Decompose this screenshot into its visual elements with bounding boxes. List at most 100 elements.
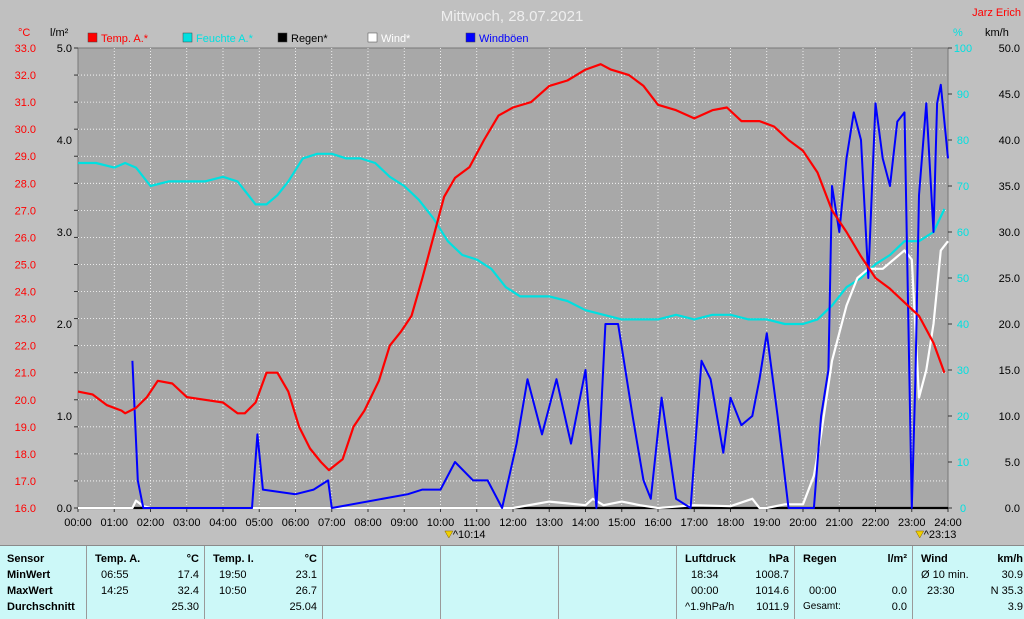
stats-temp-a-unit: °C xyxy=(186,553,199,565)
stats-row-label-avg: Durchschnitt xyxy=(7,601,75,613)
stats-rain-header: Regen xyxy=(803,553,837,565)
wind-tick-label: 5.0 xyxy=(1005,457,1020,469)
stats-temp-a-max-time: 14:25 xyxy=(101,585,129,597)
x-tick-label: 16:00 xyxy=(644,517,672,529)
stats-pressure-min: 1008.7 xyxy=(755,569,789,581)
grid-lines xyxy=(78,48,948,508)
stats-temp-i-header: Temp. I. xyxy=(213,553,254,565)
temp-tick-label: 16.0 xyxy=(15,503,36,515)
stats-rain-total-label: Gesamt: xyxy=(803,601,841,612)
stats-sensor-column: Sensor MinWert MaxWert Durchschnitt xyxy=(0,546,86,619)
legend-label: Windböen xyxy=(479,33,529,45)
legend-swatch xyxy=(277,32,288,43)
humidity-tick-label: 60 xyxy=(957,227,969,239)
stats-temp-a-header: Temp. A. xyxy=(95,553,141,565)
humidity-tick-label: 0 xyxy=(960,503,966,515)
stats-temp-i-min: 23.1 xyxy=(295,569,317,581)
temp-tick-label: 26.0 xyxy=(15,232,36,244)
x-tick-label: 18:00 xyxy=(717,517,745,529)
stats-rain-max: 0.0 xyxy=(891,585,907,597)
stats-pressure-header: Luftdruck xyxy=(685,553,736,565)
x-tick-label: 04:00 xyxy=(209,517,237,529)
wind-tick-label: 20.0 xyxy=(999,319,1020,331)
stats-temp-i-min-time: 19:50 xyxy=(219,569,247,581)
axis-ticks: 00:00 01:00 02:00 03:00 04:00 05:00 06:00 07:00… xyxy=(15,43,1020,529)
legend-swatch xyxy=(87,32,98,43)
wind-tick-label: 25.0 xyxy=(999,273,1020,285)
stats-rain-total: 0.0 xyxy=(891,601,907,613)
stats-temp-i-unit: °C xyxy=(304,553,317,565)
humidity-unit-label: % xyxy=(953,27,963,39)
temp-tick-label: 25.0 xyxy=(15,259,36,271)
x-tick-label: 00:00 xyxy=(64,517,92,529)
humidity-tick-label: 80 xyxy=(957,135,969,147)
temp-tick-label: 33.0 xyxy=(15,43,36,55)
x-tick-label: 11:00 xyxy=(463,517,490,529)
stats-wind-avg-label: Ø 10 min. xyxy=(921,569,969,581)
temp-tick-label: 23.0 xyxy=(15,314,36,326)
x-tick-label: 01:00 xyxy=(100,517,128,529)
stats-table: Sensor MinWert MaxWert Durchschnitt Temp… xyxy=(0,545,1024,619)
stats-empty-column-3 xyxy=(558,546,677,619)
x-tick-label: 10:00 xyxy=(427,517,455,529)
humidity-tick-label: 100 xyxy=(954,43,972,55)
stats-rain-unit: l/m² xyxy=(887,553,907,565)
stats-wind-avg: 30.9 xyxy=(1001,569,1023,581)
temp-tick-label: 20.0 xyxy=(15,395,36,407)
sunset-time-label: ^23:13 xyxy=(924,529,957,541)
legend-label: Regen* xyxy=(291,33,328,45)
stats-temp-i-max-time: 10:50 xyxy=(219,585,247,597)
legend-label: Feuchte A.* xyxy=(196,33,254,45)
chart-title: Mittwoch, 28.07.2021 xyxy=(441,8,584,25)
chart-legend: Temp. A.* Feuchte A.* Regen* Wind* Windböen xyxy=(87,32,529,45)
stats-temp-i-avg: 25.04 xyxy=(289,601,317,613)
series-line-temp-a xyxy=(77,63,946,472)
sunrise-icon xyxy=(444,530,454,539)
wind-tick-label: 35.0 xyxy=(999,181,1020,193)
x-tick-label: 19:00 xyxy=(753,517,781,529)
x-tick-label: 07:00 xyxy=(318,517,346,529)
wind-tick-label: 30.0 xyxy=(999,227,1020,239)
x-tick-label: 24:00 xyxy=(934,517,962,529)
stats-temp-i-max: 26.7 xyxy=(295,585,317,597)
stats-pressure-trend: 1011.9 xyxy=(756,601,789,613)
legend-swatch xyxy=(182,32,193,43)
stats-temp-i-column: Temp. I. °C 19:50 23.1 10:50 26.7 25.04 xyxy=(204,546,323,619)
rain-tick-label: 0.0 xyxy=(57,503,72,515)
author-label: Jarz Erich xyxy=(972,7,1021,19)
temp-tick-label: 24.0 xyxy=(15,287,36,299)
wind-tick-label: 15.0 xyxy=(999,365,1020,377)
humidity-tick-label: 30 xyxy=(957,365,969,377)
series-line-windb-en xyxy=(131,83,949,509)
temp-tick-label: 22.0 xyxy=(15,341,36,353)
stats-wind-unit: km/h xyxy=(997,553,1023,565)
stats-rain-column: Regen l/m² 00:00 0.0 Gesamt: 0.0 xyxy=(794,546,913,619)
x-tick-label: 13:00 xyxy=(535,517,563,529)
series-lines xyxy=(77,63,949,510)
plot-area xyxy=(77,47,949,509)
wind-tick-label: 40.0 xyxy=(999,135,1020,147)
x-tick-label: 23:00 xyxy=(898,517,926,529)
x-tick-label: 20:00 xyxy=(789,517,817,529)
stats-wind-mean: 3.9 xyxy=(1007,601,1023,613)
stats-empty-column-2 xyxy=(440,546,559,619)
sun-markers: ^10:14 ^23:13 xyxy=(444,529,957,541)
x-tick-label: 22:00 xyxy=(862,517,890,529)
stats-pressure-unit: hPa xyxy=(768,553,789,565)
temp-tick-label: 29.0 xyxy=(15,151,36,163)
stats-temp-a-min-time: 06:55 xyxy=(101,569,129,581)
humidity-tick-label: 70 xyxy=(957,181,969,193)
temp-unit-label: °C xyxy=(18,27,30,39)
stats-rain-max-time: 00:00 xyxy=(809,585,837,597)
stats-wind-column: Wind km/h Ø 10 min. 30.9 23:30 N 35.3 3.… xyxy=(912,546,1024,619)
temp-tick-label: 18.0 xyxy=(15,449,36,461)
sunset-icon xyxy=(915,530,925,539)
temp-tick-label: 27.0 xyxy=(15,205,36,217)
legend-label: Temp. A.* xyxy=(101,33,149,45)
humidity-tick-label: 10 xyxy=(957,457,969,469)
rain-tick-label: 2.0 xyxy=(57,319,72,331)
stats-sensor-header: Sensor xyxy=(7,553,45,565)
temp-tick-label: 17.0 xyxy=(15,476,36,488)
stats-row-label-min: MinWert xyxy=(7,569,51,581)
humidity-tick-label: 50 xyxy=(957,273,969,285)
